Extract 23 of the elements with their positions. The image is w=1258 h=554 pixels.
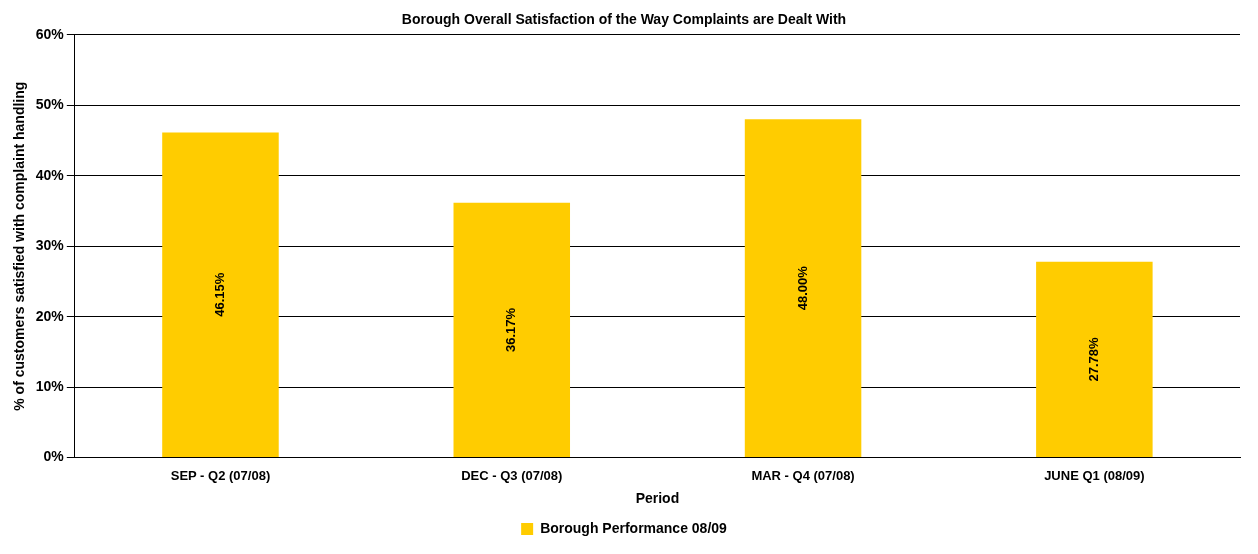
x-tick-label: DEC - Q3 (07/08) bbox=[461, 467, 563, 483]
y-tick-label: 40% bbox=[35, 166, 65, 183]
bar bbox=[162, 132, 279, 458]
data-label: 48.00% bbox=[794, 265, 810, 311]
x-tick-label: MAR - Q4 (07/08) bbox=[751, 467, 855, 483]
legend-label: Borough Performance 08/09 bbox=[540, 519, 728, 536]
data-label: 46.15% bbox=[212, 272, 228, 317]
chart-title: Borough Overall Satisfaction of the Way Complaints are Dealt With bbox=[401, 11, 847, 28]
y-tick-label: 30% bbox=[35, 237, 65, 254]
y-tick-label: 60% bbox=[35, 25, 65, 42]
y-tick-label: 50% bbox=[35, 96, 65, 113]
bar bbox=[453, 202, 571, 458]
y-tick-label: 20% bbox=[35, 307, 65, 324]
x-axis-title: Period bbox=[635, 490, 680, 507]
y-tick-label: 0% bbox=[43, 448, 65, 465]
y-axis-title: % of customers satisfied with complaint handling bbox=[11, 81, 28, 411]
bar bbox=[744, 119, 862, 458]
x-tick-label: JUNE Q1 (08/09) bbox=[1044, 467, 1145, 483]
bar bbox=[1036, 261, 1153, 458]
x-tick-label: SEP - Q2 (07/08) bbox=[170, 467, 271, 483]
y-tick-label: 10% bbox=[35, 377, 65, 394]
data-label: 27.78% bbox=[1085, 336, 1101, 382]
data-label: 36.17% bbox=[503, 307, 519, 352]
